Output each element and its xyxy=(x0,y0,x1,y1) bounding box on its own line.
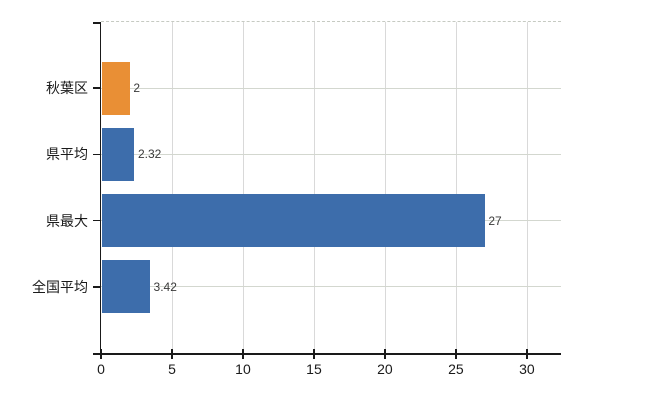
y-tick xyxy=(93,286,101,288)
x-axis-line xyxy=(93,353,561,355)
y-tick xyxy=(93,153,101,156)
x-tick xyxy=(526,349,528,359)
x-tick-label: 15 xyxy=(306,361,322,377)
bar xyxy=(101,127,135,181)
x-tick-label: 0 xyxy=(97,361,105,377)
category-grid-line xyxy=(101,153,561,155)
y-axis-end-tick xyxy=(93,22,101,24)
x-tick xyxy=(384,349,386,359)
plot-top-border xyxy=(101,21,561,22)
x-tick xyxy=(100,349,102,359)
x-tick xyxy=(455,349,457,359)
bar xyxy=(101,260,151,314)
x-grid-line xyxy=(455,22,457,353)
category-grid-line xyxy=(101,286,561,288)
x-tick-label: 5 xyxy=(168,361,176,377)
y-tick xyxy=(93,219,101,222)
bar-value-label: 3.42 xyxy=(153,279,177,294)
x-tick xyxy=(242,349,244,359)
category-label: 県平均 xyxy=(46,146,88,163)
category-label: 県最大 xyxy=(46,212,88,229)
bar xyxy=(101,61,130,115)
x-tick xyxy=(313,349,315,359)
x-tick-label: 25 xyxy=(448,361,464,377)
x-tick xyxy=(171,349,173,359)
x-tick-label: 30 xyxy=(519,361,535,377)
bar-value-label: 2.32 xyxy=(137,147,162,162)
bar-value-label: 2 xyxy=(133,81,141,96)
y-tick xyxy=(93,87,101,89)
bar xyxy=(101,194,485,248)
x-grid-line xyxy=(526,22,528,353)
y-axis-line xyxy=(99,22,101,353)
category-label: 全国平均 xyxy=(32,278,88,295)
x-tick-label: 20 xyxy=(377,361,393,377)
x-grid-line xyxy=(242,22,244,353)
x-grid-line xyxy=(384,22,386,353)
category-label: 秋葉区 xyxy=(46,80,88,97)
x-grid-line xyxy=(313,22,315,353)
x-tick-label: 10 xyxy=(235,361,251,377)
bar-value-label: 27 xyxy=(488,213,502,228)
category-grid-line xyxy=(101,87,561,89)
x-grid-line xyxy=(171,22,173,353)
